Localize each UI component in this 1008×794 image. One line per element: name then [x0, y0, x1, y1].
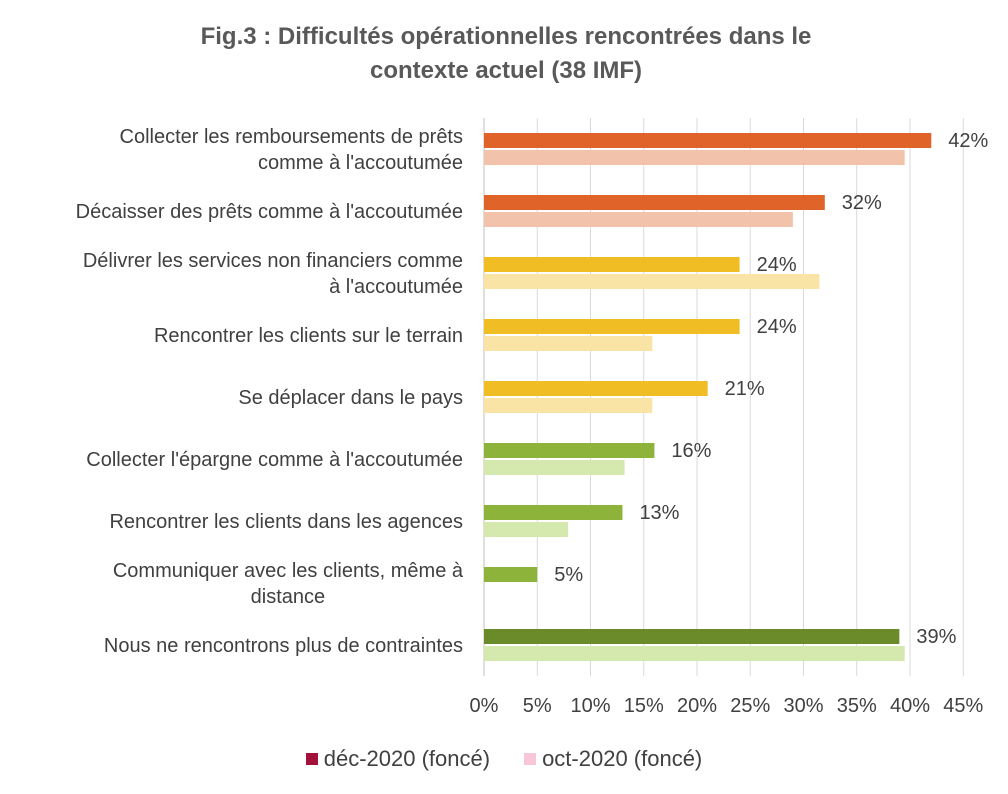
bar-oct-2020 — [484, 398, 653, 413]
data-labels: 42% 32% 24% 24% 21% 16% 13% 5% 39% — [554, 130, 988, 648]
bar-dec-2020 — [484, 195, 825, 210]
category-label: Collecter l'épargne comme à l'accoutumée — [86, 449, 463, 471]
bar-dec-2020 — [484, 629, 900, 644]
x-tick-label: 5% — [523, 695, 552, 717]
category-label: comme à l'accoutumée — [258, 152, 463, 174]
bar-oct-2020 — [484, 336, 653, 351]
bars — [484, 133, 932, 661]
x-tick-label: 10% — [570, 695, 610, 717]
bar-dec-2020 — [484, 505, 623, 520]
legend-item-oct-2020: oct-2020 (foncé) — [524, 746, 702, 772]
x-tick-label: 15% — [624, 695, 664, 717]
data-label: 13% — [639, 502, 679, 524]
x-tick-label: 20% — [677, 695, 717, 717]
x-tick-label: 0% — [470, 695, 499, 717]
bar-oct-2020 — [484, 150, 905, 165]
bar-chart: Fig.3 : Difficultés opérationnelles renc… — [76, 23, 989, 717]
legend-swatch-oct-2020 — [524, 753, 537, 765]
data-label: 24% — [757, 316, 797, 338]
x-tick-label: 45% — [943, 695, 983, 717]
bar-dec-2020 — [484, 381, 708, 396]
category-label: Se déplacer dans le pays — [238, 387, 463, 409]
x-tick-label: 35% — [837, 695, 877, 717]
x-tick-label: 30% — [783, 695, 823, 717]
bar-dec-2020 — [484, 133, 932, 148]
category-label: Délivrer les services non financiers com… — [83, 250, 463, 272]
bar-dec-2020 — [484, 257, 740, 272]
data-label: 16% — [671, 440, 711, 462]
category-label: distance — [251, 586, 326, 608]
data-label: 42% — [948, 130, 988, 152]
data-label: 24% — [757, 254, 797, 276]
gridlines — [483, 118, 964, 676]
bar-oct-2020 — [484, 460, 625, 475]
category-label: Rencontrer les clients sur le terrain — [154, 325, 463, 347]
bar-dec-2020 — [484, 443, 655, 458]
legend-swatch-dec-2020 — [305, 753, 318, 765]
x-axis-ticks: 0% 5% 10% 15% 20% 25% 30% 35% 40% 45% — [470, 695, 984, 717]
bar-dec-2020 — [484, 319, 740, 334]
bar-dec-2020 — [484, 567, 538, 582]
data-label: 21% — [725, 378, 765, 400]
category-label: Communiquer avec les clients, même à — [113, 560, 464, 582]
category-label: Décaisser des prêts comme à l'accoutumée — [76, 201, 463, 223]
category-label: à l'accoutumée — [329, 276, 463, 298]
x-tick-label: 25% — [730, 695, 770, 717]
data-label: 32% — [842, 192, 882, 214]
bar-oct-2020 — [484, 522, 569, 537]
bar-oct-2020 — [484, 212, 793, 227]
legend: déc-2020 (foncé) oct-2020 (foncé) — [0, 744, 1008, 774]
legend-label-dec-2020: déc-2020 (foncé) — [323, 746, 491, 771]
data-label: 39% — [916, 626, 956, 648]
category-labels: Collecter les remboursements de prêts com… — [76, 126, 464, 657]
x-tick-label: 40% — [890, 695, 930, 717]
chart-title-line-1: Fig.3 : Difficultés opérationnelles renc… — [201, 23, 812, 50]
chart-title-line-2: contexte actuel (38 IMF) — [370, 57, 642, 84]
category-label: Rencontrer les clients dans les agences — [109, 511, 463, 533]
data-label: 5% — [554, 564, 583, 586]
bar-oct-2020 — [484, 646, 905, 661]
category-label: Nous ne rencontrons plus de contraintes — [104, 635, 463, 657]
legend-label-oct-2020: oct-2020 (foncé) — [542, 746, 703, 771]
category-label: Collecter les remboursements de prêts — [120, 126, 463, 148]
legend-item-dec-2020: déc-2020 (foncé) — [305, 746, 491, 772]
bar-oct-2020 — [484, 274, 820, 289]
